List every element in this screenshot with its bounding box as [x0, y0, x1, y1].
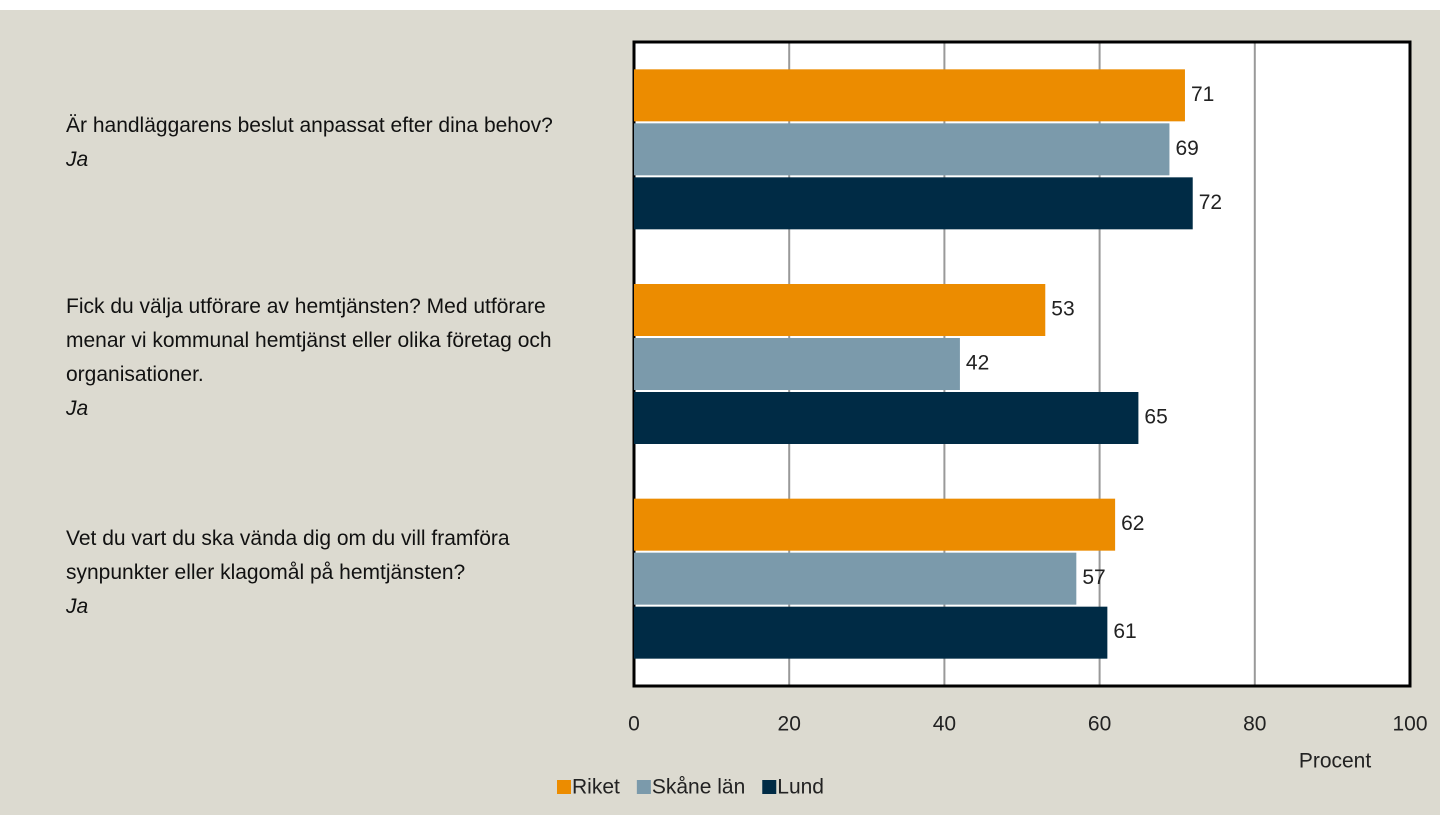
question: Vet du vart du ska vända dig om du vill … — [66, 526, 510, 584]
legend-label: Skåne län — [652, 776, 745, 799]
question: Är handläggarens beslut anpassat efter d… — [66, 114, 553, 138]
x-tick-label: 60 — [1088, 713, 1111, 736]
answer: Ja — [66, 148, 89, 172]
bar — [634, 498, 1116, 551]
bar — [634, 123, 1170, 176]
category-label: Vet du vart du ska vända dig om du vill … — [66, 522, 566, 624]
value-label: 72 — [1199, 191, 1222, 214]
value-label: 69 — [1175, 137, 1198, 160]
x-tick-label: 20 — [778, 713, 801, 736]
x-tick-label: 100 — [1392, 713, 1427, 736]
x-tick-label: 40 — [933, 713, 956, 736]
bar — [634, 338, 960, 390]
category-label: Är handläggarens beslut anpassat efter d… — [66, 109, 566, 177]
question: Fick du välja utförare av hemtjänsten? M… — [66, 295, 552, 386]
legend-swatch — [557, 780, 571, 794]
value-label: 61 — [1113, 620, 1136, 643]
answer: Ja — [66, 594, 89, 618]
legend-swatch — [762, 780, 777, 794]
answer: Ja — [66, 397, 89, 420]
legend-label: Lund — [777, 776, 824, 799]
bar — [634, 392, 1139, 444]
x-tick-label: 0 — [628, 713, 640, 736]
value-label: 53 — [1051, 298, 1074, 321]
legend-label: Riket — [572, 776, 620, 799]
value-label: 65 — [1144, 406, 1167, 429]
bar — [634, 177, 1193, 230]
bar — [634, 552, 1077, 605]
bar — [634, 69, 1185, 122]
value-label: 62 — [1121, 512, 1144, 535]
x-tick-label: 80 — [1243, 713, 1266, 736]
bar — [634, 284, 1046, 336]
value-label: 42 — [966, 352, 989, 375]
category-label: Fick du välja utförare av hemtjänsten? M… — [66, 290, 566, 426]
bar — [634, 606, 1108, 659]
value-label: 57 — [1082, 566, 1105, 589]
legend-swatch — [636, 780, 651, 794]
value-label: 71 — [1191, 83, 1214, 106]
x-axis-label: Procent — [1299, 750, 1372, 773]
